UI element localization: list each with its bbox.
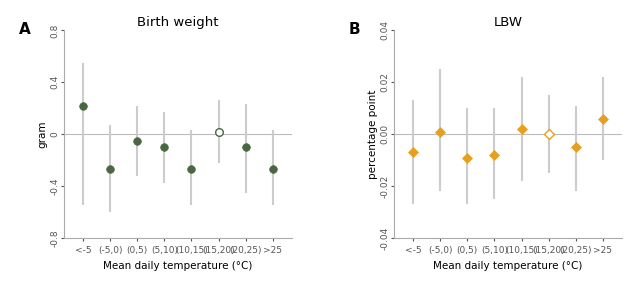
X-axis label: Mean daily temperature (°C): Mean daily temperature (°C): [433, 261, 583, 271]
Text: B: B: [349, 22, 360, 37]
Y-axis label: gram: gram: [37, 120, 47, 148]
Y-axis label: percentage point: percentage point: [367, 89, 378, 179]
Title: LBW: LBW: [494, 16, 522, 29]
Title: Birth weight: Birth weight: [137, 16, 219, 29]
Text: A: A: [19, 22, 30, 37]
X-axis label: Mean daily temperature (°C): Mean daily temperature (°C): [103, 261, 253, 271]
